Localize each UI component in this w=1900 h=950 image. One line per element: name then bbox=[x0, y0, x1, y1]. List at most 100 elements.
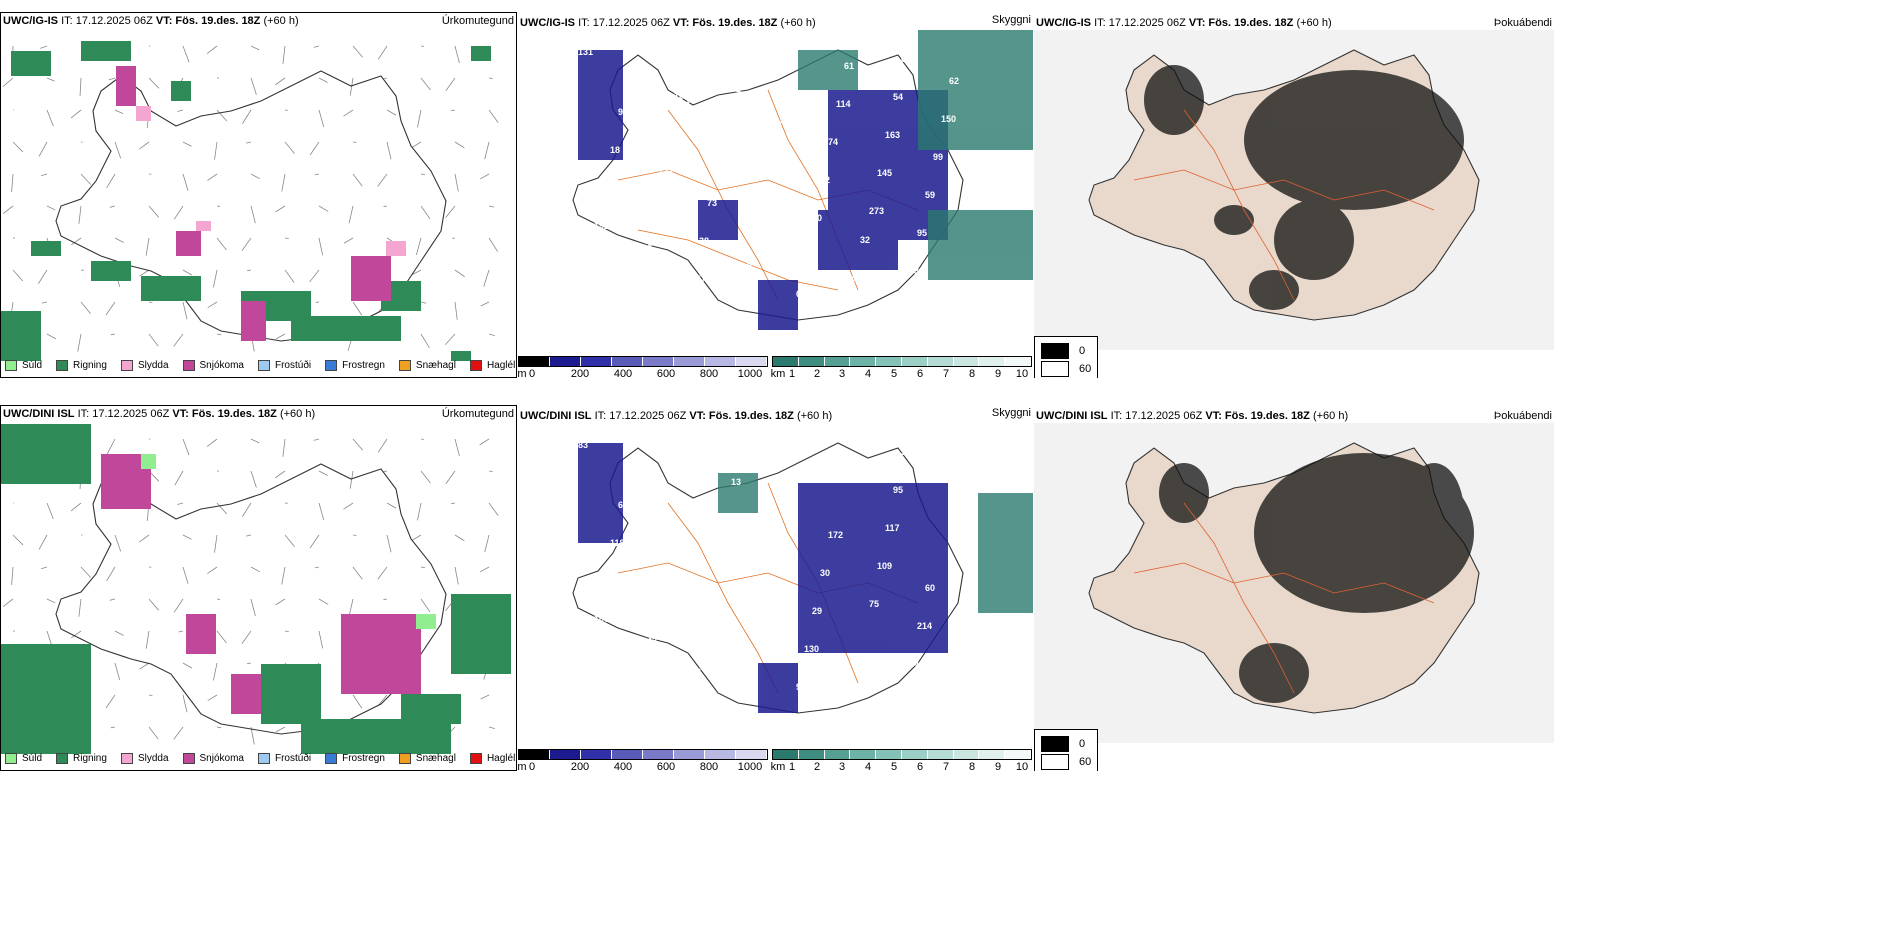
visibility-colorbar-boxes bbox=[772, 749, 1032, 760]
legend-swatch bbox=[120, 360, 133, 371]
ceiling-value-label: 95 bbox=[917, 228, 927, 238]
ceiling-colorbar: m 0 200 400 600 800 1000 bbox=[518, 749, 768, 771]
ceiling-value-label: 94 bbox=[626, 69, 636, 79]
ceiling-value-label: 68 bbox=[602, 183, 612, 193]
panel-type-label: Úrkomutegund bbox=[441, 408, 514, 420]
ceiling-tick: 200 bbox=[570, 761, 590, 771]
ceiling-value-label: 273 bbox=[869, 206, 884, 216]
panel-title: UWC/IG-IS IT: 17.12.2025 06Z VT: Fös. 19… bbox=[1036, 17, 1332, 29]
ceiling-value-label: 60 bbox=[925, 583, 935, 593]
ceiling-value-label: 131 bbox=[578, 47, 593, 57]
visibility-tick: 8 bbox=[968, 761, 976, 771]
fog-legend-max: 0 bbox=[1079, 738, 1086, 750]
cloud-ceiling-panel-1: UWC/IG-IS IT: 17.12.2025 06Z VT: Fös. 19… bbox=[518, 12, 1033, 378]
ceiling-value-label: 109 bbox=[877, 561, 892, 571]
ceiling-value-label: 150 bbox=[941, 114, 956, 124]
legend-item: Rigning bbox=[56, 753, 107, 764]
ceiling-value-label: 93 bbox=[909, 266, 919, 276]
ceiling-value-label: 70 bbox=[683, 455, 693, 465]
precip-type-panel-1: UWC/IG-IS IT: 17.12.2025 06Z VT: Fös. 19… bbox=[0, 12, 517, 378]
legend-swatch bbox=[182, 753, 195, 764]
visibility-tick: 2 bbox=[813, 368, 821, 378]
visibility-tick: 1 bbox=[788, 368, 796, 378]
fog-legend: 0 60 bbox=[1034, 729, 1099, 771]
ceiling-value-label: 88 bbox=[691, 667, 701, 677]
ceiling-value-label: 82 bbox=[642, 243, 652, 253]
ceiling-value-label: 117 bbox=[885, 523, 900, 533]
visibility-tick: 6 bbox=[916, 368, 924, 378]
legend-item: Haglél bbox=[469, 360, 515, 371]
ceiling-value-label: 172 bbox=[828, 530, 843, 540]
ceiling-value-label: 10 bbox=[739, 689, 749, 699]
ceiling-value-label: 62 bbox=[618, 500, 628, 510]
ceiling-value-label: 38 bbox=[699, 236, 709, 246]
fog-legend-max: 0 bbox=[1079, 345, 1086, 357]
ceiling-value-label: 99 bbox=[933, 152, 943, 162]
ceiling-value-label: 72 bbox=[650, 205, 660, 215]
cloud-ceiling-panel-2: UWC/DINI ISL IT: 17.12.2025 06Z VT: Fös.… bbox=[518, 405, 1033, 771]
panel-title: UWC/IG-IS IT: 17.12.2025 06Z VT: Fös. 19… bbox=[3, 15, 299, 27]
ceiling-value-label: 47 bbox=[723, 515, 733, 525]
visibility-tick: 7 bbox=[942, 761, 950, 771]
ceiling-value-label: 62 bbox=[949, 76, 959, 86]
precip-legend: Súld Rigning Slydda Snjókoma Frostúði Fr… bbox=[5, 753, 516, 764]
ceiling-tick: 600 bbox=[656, 368, 676, 378]
visibility-tick: 9 bbox=[994, 368, 1002, 378]
ceiling-value-label: 172 bbox=[658, 167, 673, 177]
ceiling-value-label: 62 bbox=[731, 84, 741, 94]
ceiling-value-label: 69 bbox=[901, 54, 911, 64]
ceiling-value-label: 192 bbox=[594, 221, 609, 231]
legend-swatch bbox=[398, 360, 411, 371]
ceiling-tick: 0 bbox=[528, 761, 536, 771]
ceiling-value-label: 70 bbox=[780, 508, 790, 518]
legend-swatch bbox=[5, 360, 17, 371]
legend-item: Frostregn bbox=[325, 753, 385, 764]
ceiling-value-label: 201 bbox=[683, 62, 698, 72]
ceiling-colorbar: m 0 200 400 600 800 1000 bbox=[518, 356, 768, 378]
fog-legend-swatch-max bbox=[1041, 343, 1069, 359]
legend-swatch bbox=[325, 753, 338, 764]
visibility-tick: 1 bbox=[788, 761, 796, 771]
ceiling-value-label: 68 bbox=[747, 258, 757, 268]
ceiling-value-label: 55 bbox=[852, 273, 862, 283]
fog-legend-min: 60 bbox=[1079, 756, 1092, 768]
legend-item: Frostúði bbox=[257, 360, 311, 371]
legend-item: Slydda bbox=[120, 753, 169, 764]
ceiling-value-label: 94 bbox=[739, 296, 749, 306]
ceiling-value-label: 100 bbox=[788, 470, 803, 480]
ceiling-value-label: 18 bbox=[610, 145, 620, 155]
ceiling-value-label: 357 bbox=[691, 274, 706, 284]
panel-type-label: Þokuábendi bbox=[1493, 17, 1552, 29]
fog-map bbox=[1034, 30, 1554, 350]
ceiling-value-label: 73 bbox=[707, 198, 717, 208]
ceiling-value-label: 181 bbox=[586, 259, 601, 269]
panel-title: UWC/DINI ISL IT: 17.12.2025 06Z VT: Fös.… bbox=[520, 410, 833, 422]
panel-title: UWC/DINI ISL IT: 17.12.2025 06Z VT: Fös.… bbox=[3, 408, 316, 420]
fog-map bbox=[1034, 423, 1554, 743]
ceiling-value-label: 69 bbox=[796, 289, 806, 299]
fog-legend-swatch-max bbox=[1041, 736, 1069, 752]
legend-item: Súld bbox=[5, 753, 42, 764]
precip-legend: Súld Rigning Slydda Snjókoma Frostúði Fr… bbox=[5, 360, 516, 371]
precip-type-panel-2: UWC/DINI ISL IT: 17.12.2025 06Z VT: Fös.… bbox=[0, 405, 517, 771]
ceiling-unit: m bbox=[518, 368, 527, 378]
ceiling-value-label: 90 bbox=[812, 213, 822, 223]
ceiling-value-label: 163 bbox=[885, 130, 900, 140]
ceiling-tick: 1000 bbox=[737, 368, 763, 378]
visibility-colorbar: km 1 2 3 4 5 6 7 8 9 10 bbox=[771, 749, 1032, 771]
ceiling-value-label: 304 bbox=[957, 288, 972, 298]
visibility-tick: 5 bbox=[890, 761, 898, 771]
cloud-ceiling-map: 83 70 83 75 80 70 70 109 100 88 100 117 55 148 93 95 118… bbox=[572, 440, 1033, 714]
cloud-ceiling-map: 131 216 161 273 181 201 240 145 192 357 86 163 68 38 6… bbox=[572, 30, 1033, 330]
ceiling-tick: 1000 bbox=[737, 761, 763, 771]
ceiling-value-label: 74 bbox=[828, 137, 838, 147]
visibility-tick: 6 bbox=[916, 761, 924, 771]
ceiling-value-label: 118 bbox=[610, 538, 625, 548]
ceiling-tick: 200 bbox=[570, 368, 590, 378]
legend-item: Súld bbox=[5, 360, 42, 371]
visibility-tick: 4 bbox=[864, 761, 872, 771]
ceiling-colorbar-boxes bbox=[518, 356, 768, 367]
ceiling-value-label: 95 bbox=[901, 447, 911, 457]
ceiling-value-label: 160 bbox=[634, 674, 649, 684]
ceiling-value-label: 165 bbox=[715, 553, 730, 563]
